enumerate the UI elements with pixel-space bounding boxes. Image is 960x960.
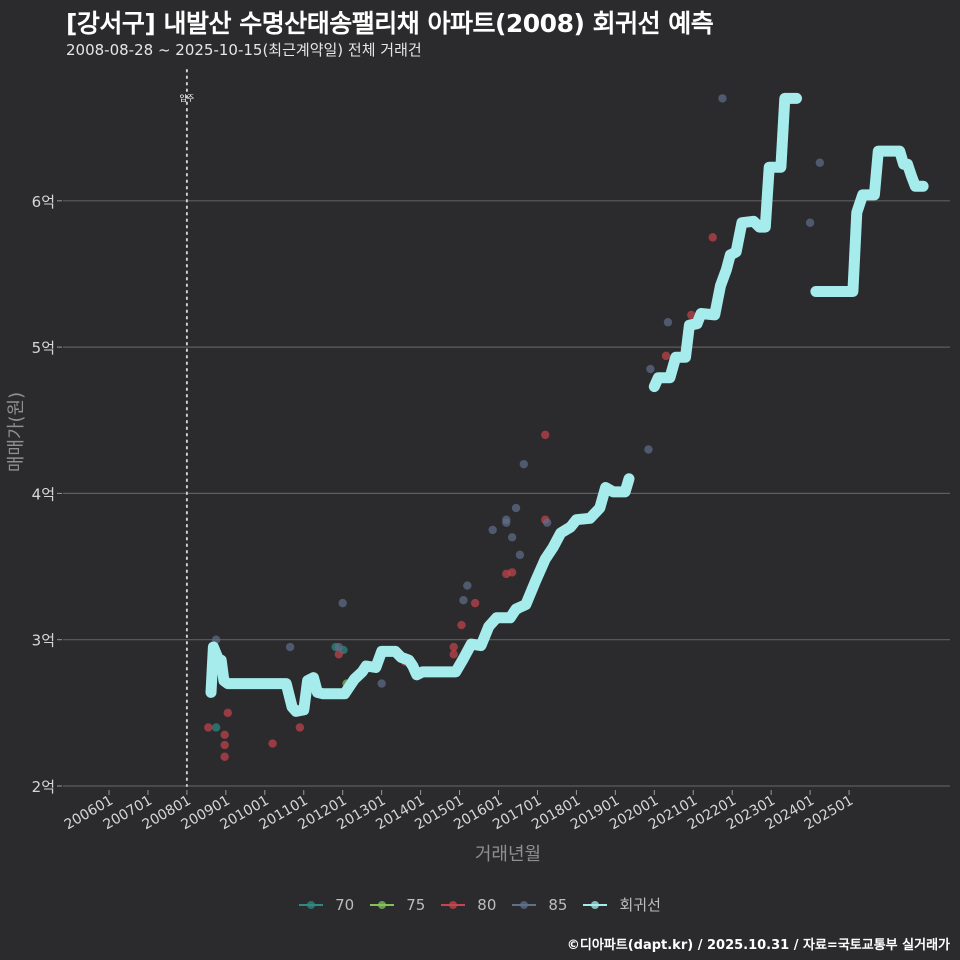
data-point-80 xyxy=(708,233,717,242)
data-point-85 xyxy=(488,525,497,535)
data-point-85 xyxy=(507,533,517,542)
regression-segment xyxy=(810,145,929,297)
data-point-80 xyxy=(223,708,232,718)
regression-segment xyxy=(205,473,635,717)
legend-item-regression[interactable]: 회귀선 xyxy=(583,894,661,915)
data-point-70 xyxy=(211,723,221,732)
data-point-85 xyxy=(805,218,815,227)
regression-segment xyxy=(648,92,802,393)
data-point-85 xyxy=(815,158,825,167)
y-tick-label: 3억 xyxy=(32,632,55,650)
y-tick-label: 5억 xyxy=(32,339,55,357)
data-point-85 xyxy=(334,642,344,652)
data-point-85 xyxy=(377,679,386,688)
gridlines xyxy=(63,200,950,787)
data-point-80 xyxy=(449,642,458,652)
data-point-80 xyxy=(661,351,671,361)
data-point-85 xyxy=(459,595,468,605)
data-point-80 xyxy=(220,752,229,761)
move-in-annotation: 입주 xyxy=(180,69,195,787)
data-point-80 xyxy=(220,740,229,750)
data-point-80 xyxy=(457,620,466,630)
chart-title: [강서구] 내발산 수명산태송팰리채 아파트(2008) 회귀선 예측 xyxy=(66,9,714,38)
data-point-85 xyxy=(519,459,529,469)
data-point-80 xyxy=(204,723,213,732)
legend-swatch-icon xyxy=(441,899,466,911)
y-tick-label: 4억 xyxy=(32,485,55,503)
data-point-80 xyxy=(295,723,305,732)
y-axis: 2억 3억 4억 5억 6억 xyxy=(32,193,62,796)
data-point-80 xyxy=(449,650,458,659)
scatter-points xyxy=(204,94,825,761)
data-point-80 xyxy=(268,739,277,748)
legend-label: 70 xyxy=(335,895,355,914)
data-point-80 xyxy=(507,568,517,577)
x-axis: 2006012007012008012009012010012011012012… xyxy=(62,790,856,833)
y-tick-label: 6억 xyxy=(32,193,55,211)
source-credit: ©디아파트(dapt.kr) / 2025.10.31 / 자료=국토교통부 실… xyxy=(566,938,950,953)
y-tick-label: 2억 xyxy=(32,778,55,796)
data-point-80 xyxy=(334,650,344,659)
legend-swatch-icon xyxy=(370,899,395,911)
legend-swatch-icon xyxy=(512,899,537,911)
data-point-85 xyxy=(515,550,525,560)
legend-item-70[interactable]: 70 xyxy=(299,894,354,915)
data-point-80 xyxy=(541,430,550,440)
data-point-80 xyxy=(220,730,229,739)
legend-swatch-icon xyxy=(583,899,608,911)
data-point-85 xyxy=(542,518,552,527)
data-point-85 xyxy=(285,642,295,652)
legend-label: 75 xyxy=(406,895,426,914)
data-point-80 xyxy=(470,598,480,608)
chart-subtitle: 2008-08-28 ~ 2025-10-15(최근계약일) 전체 거래건 xyxy=(66,41,422,59)
x-axis-label: 거래년월 xyxy=(475,844,541,865)
data-point-85 xyxy=(718,94,727,103)
data-point-85 xyxy=(338,598,347,608)
data-point-85 xyxy=(511,503,521,513)
data-point-80 xyxy=(687,310,696,320)
legend-item-85[interactable]: 85 xyxy=(512,894,567,915)
data-point-85 xyxy=(646,364,655,374)
move-in-label: 입주 xyxy=(180,94,195,103)
y-axis-label: 매매가(원) xyxy=(6,392,27,472)
legend-label: 80 xyxy=(477,895,497,914)
legend-label: 회귀선 xyxy=(619,896,661,914)
data-point-85 xyxy=(663,318,673,327)
legend-label: 85 xyxy=(548,895,568,914)
data-point-85 xyxy=(502,515,511,524)
legend: 70 75 80 85 회귀선 xyxy=(0,894,960,915)
legend-item-75[interactable]: 75 xyxy=(370,894,425,915)
data-point-85 xyxy=(463,581,472,590)
legend-item-80[interactable]: 80 xyxy=(441,894,496,915)
regression-line xyxy=(205,92,929,717)
data-point-85 xyxy=(644,445,653,454)
legend-swatch-icon xyxy=(299,899,324,911)
